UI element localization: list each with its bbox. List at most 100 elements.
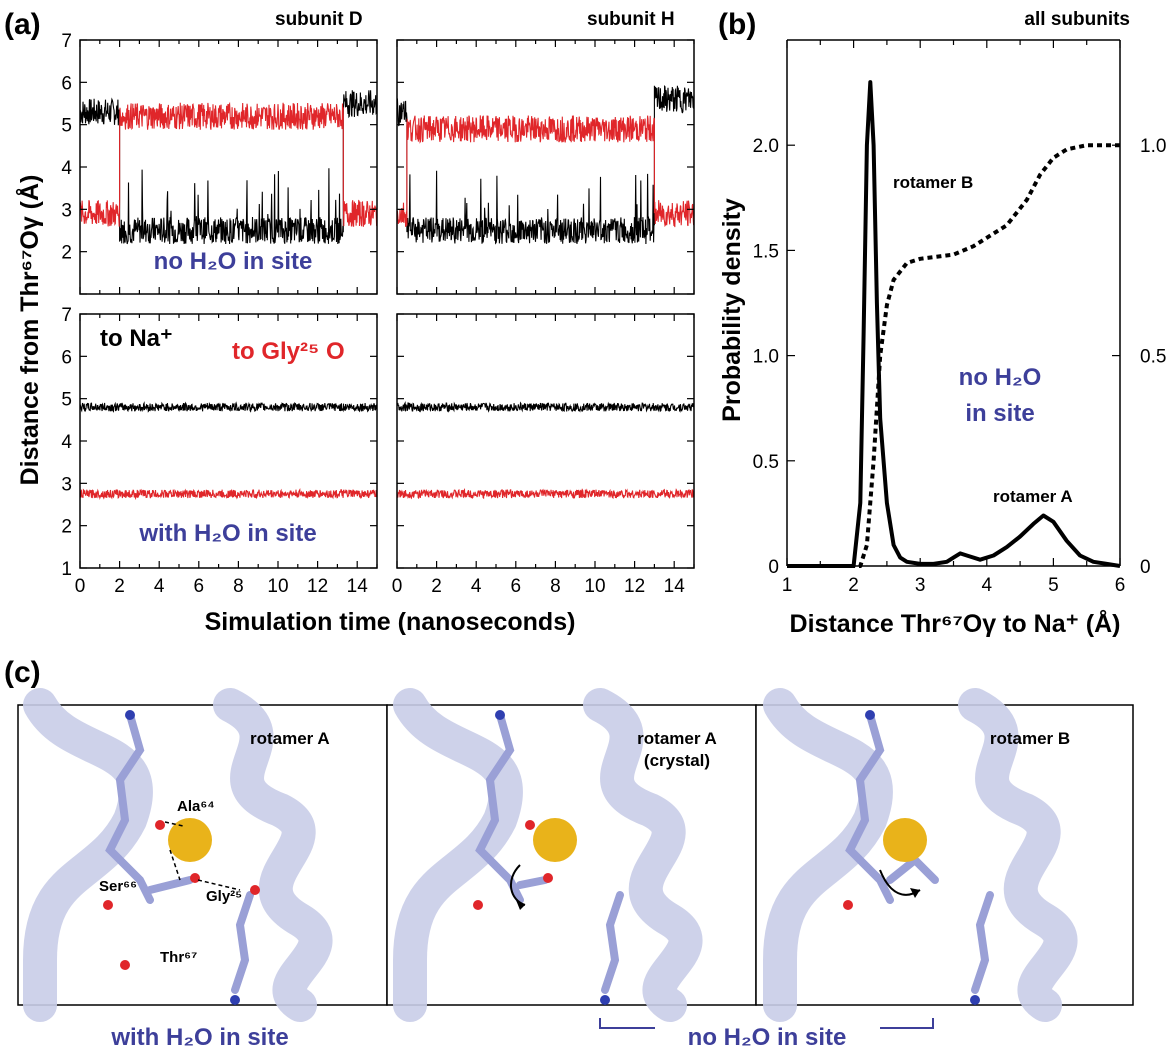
na-distance-trace (396, 401, 695, 413)
y-tick-label: 0 (768, 557, 779, 578)
gly-distance-trace (396, 115, 695, 228)
bottom-with-water-label: with H₂O in site (138, 520, 316, 547)
y-tick-label: 1.5 (753, 241, 779, 262)
ser66-label: Ser⁶⁶ (99, 878, 137, 895)
subunit-d-label: subunit D (275, 9, 363, 30)
x-tick-label: 10 (584, 576, 605, 597)
x-tick-label: 2 (431, 576, 442, 597)
x-tick-label: 6 (511, 576, 522, 597)
legend-to-na: to Na⁺ (100, 325, 173, 352)
box1-rotamer-label: rotamer A (250, 729, 330, 748)
y-tick-label: 7 (61, 31, 72, 52)
density-curve (787, 80, 1121, 568)
x-tick-label: 10 (267, 576, 288, 597)
thr67-label: Thr⁶⁷ (160, 949, 197, 966)
x-tick-label: 12 (307, 576, 328, 597)
y-tick-label: 7 (61, 305, 72, 326)
y2-tick-label: 1.0 (1140, 136, 1166, 157)
panel-b-annotation-line2: in site (965, 400, 1034, 427)
x-tick-label: 4 (982, 575, 993, 596)
gly25-label: Gly²⁵ (206, 888, 242, 905)
x-tick-label: 2 (114, 576, 125, 597)
plot-subunit-d-top: 2 3 4 5 6 7 (61, 31, 378, 295)
x-tick-label: 12 (624, 576, 645, 597)
gly-distance-trace (79, 101, 378, 227)
plot-frame (396, 39, 695, 295)
x-tick-label: 8 (233, 576, 244, 597)
x-tick-label: 1 (782, 575, 793, 596)
residue-sticks (475, 711, 524, 904)
y-tick-label: 1.0 (753, 347, 779, 368)
y-tick-label: 0.5 (753, 452, 779, 473)
x-tick-label: 14 (347, 576, 369, 597)
plot-distance-distribution: 0 0.5 1.0 1.5 2.0 0 0.5 1.0 1 2 3 4 5 6 (753, 39, 1166, 596)
gly-distance-trace (396, 487, 695, 500)
residue-sticks (845, 711, 894, 904)
helix-ribbon-right (958, 688, 1078, 1022)
na-distance-trace (79, 401, 378, 413)
y2-tick-label: 0 (1140, 557, 1151, 578)
gly-distance-trace (79, 487, 378, 501)
legend-to-gly: to Gly²⁵ O (232, 338, 345, 365)
panel-a-xlabel: Simulation time (nanoseconds) (205, 608, 576, 636)
x-tick-label: 0 (392, 576, 403, 597)
x-tick-label: 4 (154, 576, 165, 597)
panel-a-letter: (a) (4, 8, 41, 41)
plot-subunit-h-bottom: 0 2 4 6 8 10 12 14 (392, 313, 695, 597)
x-tick-label: 4 (471, 576, 482, 597)
panel-b-ylabel: Probability density (718, 198, 746, 422)
ala64-label: Ala⁶⁴ (177, 798, 215, 815)
y-tick-label: 4 (61, 158, 72, 179)
y-tick-label: 2.0 (753, 136, 779, 157)
x-tick-label: 6 (1115, 575, 1126, 596)
y-tick-label: 6 (61, 73, 72, 94)
x-tick-label: 8 (550, 576, 561, 597)
rotamer-a-label: rotamer A (993, 487, 1073, 506)
helix-ribbon-right (583, 688, 703, 1022)
y-tick-label: 5 (61, 390, 72, 411)
plot-frame (396, 313, 695, 569)
y-tick-label: 2 (61, 243, 72, 264)
panel-c-with-water: with H₂O in site (110, 1024, 288, 1051)
sodium-ion (533, 818, 577, 862)
panel-c-no-water: no H₂O in site (688, 1024, 847, 1051)
helix-ribbon-right (213, 688, 333, 1022)
structure-box-rotamer-a: rotamer A Ala⁶⁴ Ser⁶⁶ Gly²⁵ Thr⁶⁷ (17, 688, 388, 1022)
y-tick-label: 3 (61, 200, 72, 221)
y-tick-label: 6 (61, 347, 72, 368)
subunit-h-label: subunit H (587, 9, 675, 30)
sodium-ion (883, 818, 927, 862)
x-tick-label: 2 (848, 575, 859, 596)
helix-ribbon-left (393, 688, 523, 1022)
rotamer-b-label: rotamer B (893, 173, 973, 192)
na-distance-trace (79, 90, 378, 245)
y-tick-label: 1 (61, 559, 72, 580)
box3-rotamer-label: rotamer B (990, 729, 1070, 748)
x-tick-label: 5 (1048, 575, 1059, 596)
y-tick-label: 4 (61, 432, 72, 453)
structure-box-crystal: rotamer A (crystal) (386, 688, 757, 1022)
panel-b-letter: (b) (718, 8, 756, 41)
x-tick-label: 0 (75, 576, 86, 597)
y-tick-label: 5 (61, 116, 72, 137)
helix-ribbon-left (763, 688, 893, 1022)
panel-b-title: all subunits (1024, 9, 1130, 30)
panel-c-bracket (599, 1018, 934, 1029)
structure-box-rotamer-b: rotamer B (755, 688, 1134, 1022)
y-tick-label: 3 (61, 474, 72, 495)
panel-c-letter: (c) (4, 656, 41, 689)
helix-ribbon-left (23, 688, 153, 1022)
panel-a-ylabel: Distance from Thr⁶⁷Oγ (Å) (15, 175, 44, 486)
box2-rotamer-label: rotamer A (637, 729, 717, 748)
y-tick-label: 2 (61, 517, 72, 538)
x-tick-label: 3 (915, 575, 926, 596)
x-tick-label: 6 (194, 576, 205, 597)
panel-b-annotation-line1: no H₂O (959, 364, 1042, 391)
x-tick-label: 14 (664, 576, 686, 597)
panel-b-xlabel: Distance Thr⁶⁷Oγ to Na⁺ (Å) (790, 609, 1121, 638)
top-no-water-label: no H₂O in site (154, 248, 313, 275)
y2-tick-label: 0.5 (1140, 347, 1166, 368)
residue-sticks (103, 710, 260, 1005)
